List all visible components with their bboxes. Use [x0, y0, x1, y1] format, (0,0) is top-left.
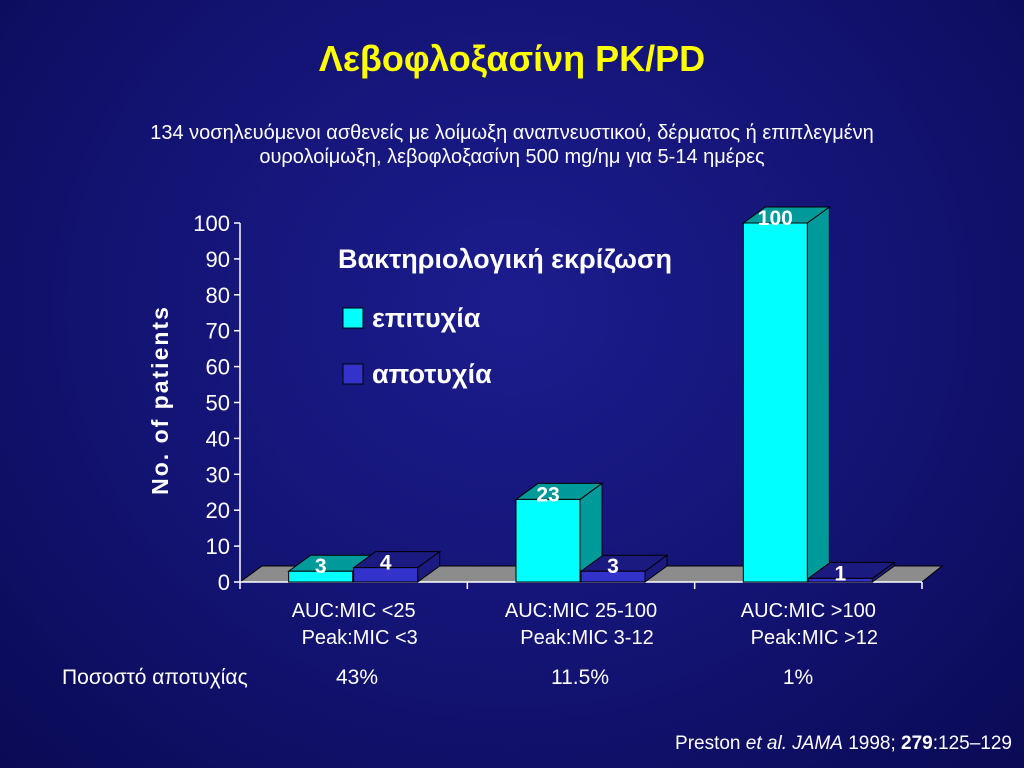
bar — [807, 577, 873, 583]
subtitle-line-1: 134 νοσηλευόμενοι ασθενείς με λοίμωξη αν… — [150, 122, 874, 144]
y-tick-label: 10 — [206, 534, 230, 559]
y-tick-label: 70 — [206, 319, 230, 344]
y-tick-label: 40 — [206, 426, 230, 451]
y-tick-label: 90 — [206, 247, 230, 272]
slide-subtitle: 134 νοσηλευόμενοι ασθενείς με λοίμωξη αν… — [40, 121, 984, 169]
citation-journal: JAMA — [786, 733, 843, 754]
bar-value-label: 23 — [536, 483, 559, 506]
y-tick-label: 30 — [206, 462, 230, 487]
legend-swatch — [342, 307, 364, 329]
legend-swatch — [342, 363, 364, 385]
bar-value-label: 100 — [758, 207, 793, 230]
subtitle-line-2: ουρολοίμωξη, λεβοφλοξασίνη 500 mg/ημ για… — [259, 146, 765, 168]
bar-value-label: 4 — [380, 552, 392, 575]
citation: Preston et al. JAMA 1998; 279:125–129 — [675, 733, 1012, 755]
bar — [742, 222, 808, 583]
bar — [515, 498, 581, 583]
citation-author: Preston — [675, 733, 746, 754]
bar — [580, 570, 646, 583]
citation-year: 1998; — [842, 733, 902, 754]
y-tick-label: 50 — [206, 391, 230, 416]
y-tick-label: 0 — [218, 570, 230, 595]
x-category-label: Peak:MIC 3-12 — [520, 627, 653, 649]
legend-title: Βακτηριολογική εκρίζωση — [338, 244, 672, 274]
x-category-label: AUC:MIC <25 — [292, 600, 416, 622]
failure-rate-value: 43% — [335, 666, 379, 689]
failure-rate-value: 11.5% — [551, 666, 609, 689]
legend-label: αποτυχία — [372, 359, 492, 389]
legend-label: επιτυχία — [372, 303, 481, 333]
failure-rate-value: 1% — [782, 666, 814, 689]
x-category-label: AUC:MIC 25-100 — [505, 600, 657, 622]
x-category-label: AUC:MIC >100 — [741, 600, 876, 622]
y-tick-label: 60 — [206, 355, 230, 380]
bar-value-label: 3 — [607, 555, 619, 578]
y-tick-label: 80 — [206, 283, 230, 308]
y-axis-title: No. of patients — [147, 305, 173, 495]
bar-value-label: 1 — [834, 562, 846, 585]
citation-volume: 279 — [901, 733, 933, 754]
bar-side — [806, 206, 830, 583]
x-category-label: Peak:MIC >12 — [751, 627, 878, 649]
bar — [288, 570, 354, 583]
x-category-label: Peak:MIC <3 — [302, 627, 418, 649]
citation-etal: et al. — [745, 733, 787, 754]
slide-title: Λεβοφλοξασίνη PK/PD — [318, 38, 706, 79]
citation-pages: :125–129 — [932, 733, 1012, 754]
y-tick-label: 20 — [206, 498, 230, 523]
bar-value-label: 3 — [315, 555, 327, 578]
failure-rate-label: Ποσοστό αποτυχίας — [62, 666, 248, 689]
bar — [353, 567, 419, 583]
y-tick-label: 100 — [193, 211, 230, 236]
